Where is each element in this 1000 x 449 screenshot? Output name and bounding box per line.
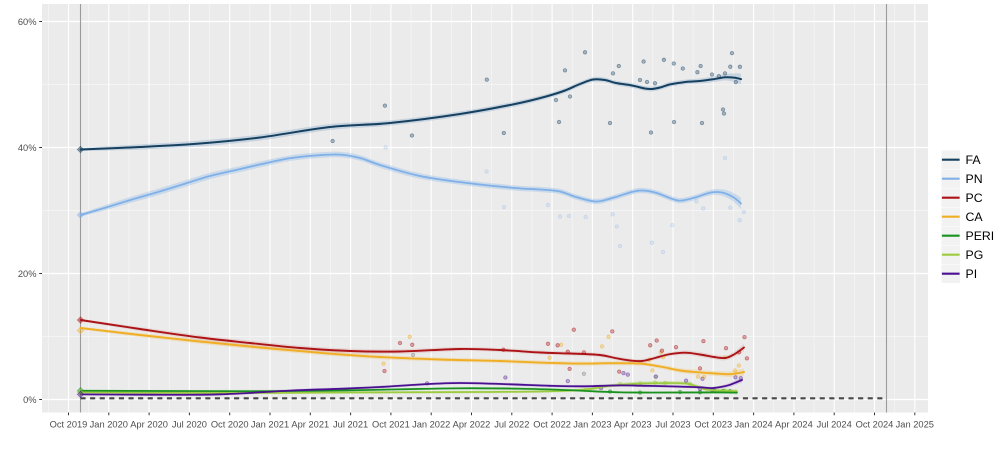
- svg-text:Jul 2020: Jul 2020: [172, 420, 207, 430]
- svg-text:PN: PN: [966, 172, 983, 186]
- svg-text:Jan 2024: Jan 2024: [734, 420, 772, 430]
- svg-text:Jan 2020: Jan 2020: [90, 420, 128, 430]
- svg-text:40%: 40%: [18, 143, 37, 153]
- svg-text:Apr 2022: Apr 2022: [453, 420, 491, 430]
- svg-text:Oct 2021: Oct 2021: [372, 420, 410, 430]
- svg-text:Oct 2024: Oct 2024: [856, 420, 894, 430]
- svg-text:Oct 2020: Oct 2020: [211, 420, 249, 430]
- svg-text:PC: PC: [966, 191, 983, 205]
- svg-text:20%: 20%: [18, 269, 37, 279]
- svg-text:PI: PI: [966, 267, 978, 281]
- svg-text:Apr 2024: Apr 2024: [775, 420, 813, 430]
- svg-text:Jan 2025: Jan 2025: [896, 420, 934, 430]
- svg-text:Apr 2021: Apr 2021: [291, 420, 329, 430]
- svg-text:PG: PG: [966, 248, 984, 262]
- svg-text:Apr 2020: Apr 2020: [130, 420, 168, 430]
- svg-text:CA: CA: [966, 210, 984, 224]
- svg-text:Jan 2022: Jan 2022: [412, 420, 450, 430]
- svg-text:PERI: PERI: [966, 229, 995, 243]
- svg-text:Jan 2023: Jan 2023: [573, 420, 611, 430]
- svg-text:Jul 2022: Jul 2022: [494, 420, 529, 430]
- svg-text:Oct 2022: Oct 2022: [533, 420, 571, 430]
- svg-text:Jul 2024: Jul 2024: [817, 420, 852, 430]
- svg-text:Jul 2023: Jul 2023: [655, 420, 690, 430]
- svg-text:Oct 2019: Oct 2019: [50, 420, 88, 430]
- svg-text:Oct 2023: Oct 2023: [694, 420, 732, 430]
- svg-text:Jan 2021: Jan 2021: [251, 420, 289, 430]
- svg-text:0%: 0%: [23, 395, 36, 405]
- svg-text:Jul 2021: Jul 2021: [333, 420, 368, 430]
- svg-text:Apr 2023: Apr 2023: [614, 420, 652, 430]
- svg-text:60%: 60%: [18, 17, 37, 27]
- svg-text:FA: FA: [966, 153, 982, 167]
